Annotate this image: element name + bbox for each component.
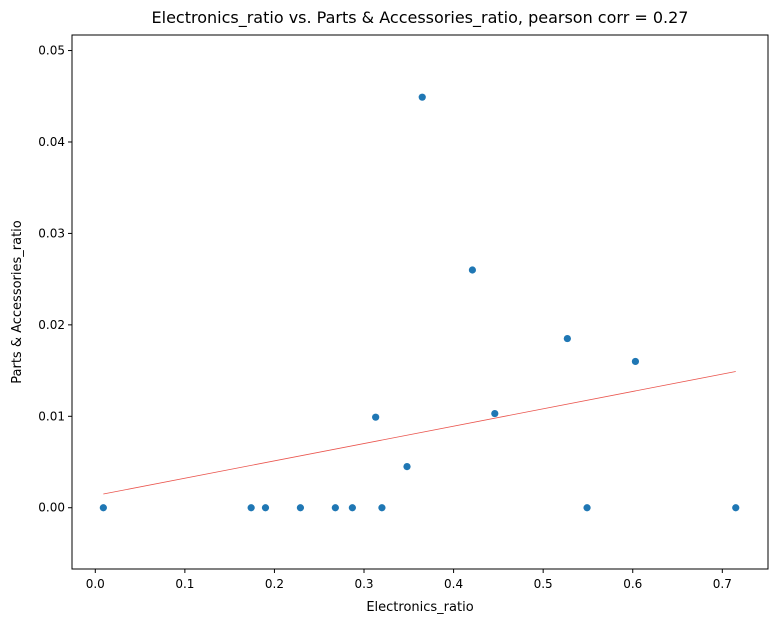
chart-title: Electronics_ratio vs. Parts & Accessorie… [152,8,689,28]
data-point [631,357,640,366]
data-point [296,504,305,512]
data-point [418,93,426,101]
data-point [378,504,386,512]
data-point [372,413,380,421]
y-tick-label: 0.00 [38,501,65,515]
data-point [583,504,591,512]
plot-frame [71,34,769,570]
trendline-layer [103,371,736,495]
x-tick-label: 0.1 [175,577,194,591]
data-point [99,504,107,512]
y-axis: 0.00 0.01 0.02 0.03 0.04 0.05 [38,44,72,515]
y-tick-label: 0.05 [38,44,65,58]
y-tick-label: 0.02 [38,318,65,332]
data-point [732,504,740,512]
points-layer [99,93,740,512]
trendline [103,371,736,495]
x-tick-label: 0.5 [534,577,553,591]
plot-area: 0.0 0.1 0.2 0.3 0.4 0.5 0.6 0.7 0.000.010.020.0… [38,34,769,591]
x-axis: 0.0 0.1 0.2 0.3 0.4 0.5 0.6 0.7 [86,569,732,591]
data-point [261,504,270,512]
data-point [331,504,339,512]
data-point [491,409,499,418]
x-tick-label: 0.6 [623,577,642,591]
data-point [247,504,255,512]
data-point [563,334,571,343]
data-point [468,266,477,274]
y-tick-label: 0.04 [38,135,65,149]
y-tick-label: 0.01 [38,409,65,423]
data-point [403,462,411,471]
data-point [348,504,356,512]
x-tick-label: 0.7 [713,577,732,591]
y-tick-label: 0.03 [38,226,65,240]
x-axis-label: Electronics_ratio [366,600,473,615]
x-tick-label: 0.3 [354,577,373,591]
x-tick-label: 0.0 [86,577,105,591]
x-tick-label: 0.4 [444,577,463,591]
y-axis-label: Parts & Accessories_ratio [10,220,25,384]
x-tick-label: 0.2 [265,577,284,591]
